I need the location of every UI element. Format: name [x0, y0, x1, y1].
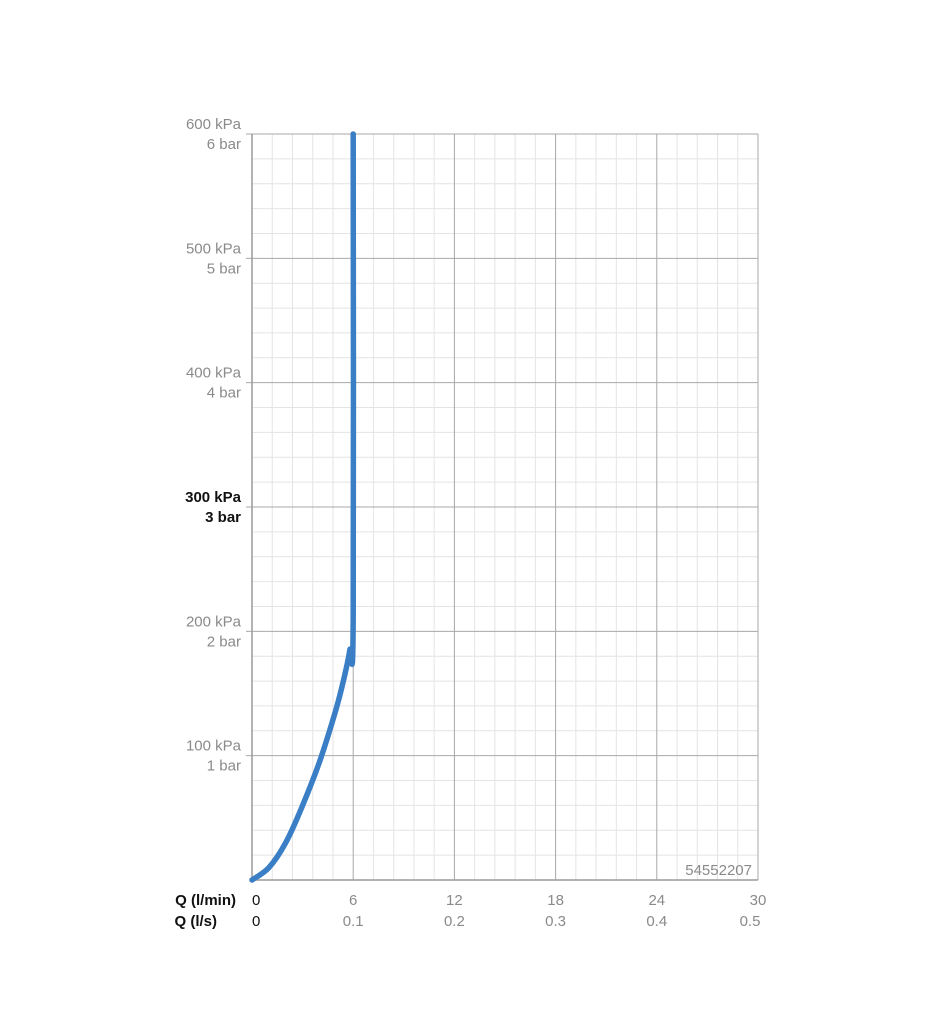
y-tick-label-bar: 3 bar [205, 509, 241, 526]
y-tick-label-kpa: 600 kPa [186, 116, 242, 133]
y-tick-label-bar: 6 bar [207, 136, 241, 153]
x-axis-labels: 0 6 12 18 24 30 0 0.1 0.2 0.3 0.4 0.5 [252, 892, 766, 930]
x-tick-label-ls: 0.4 [646, 913, 667, 930]
x-tick-label-ls: 0 [252, 913, 260, 930]
x-tick-label-lmin: 30 [750, 892, 767, 909]
x-tick-label-lmin: 18 [547, 892, 564, 909]
x-tick-label-ls: 0.3 [545, 913, 566, 930]
x-tick-label-ls: 0.1 [343, 913, 364, 930]
x-axis-title-ls: Q (l/s) [174, 913, 217, 930]
y-tick-label-bar: 2 bar [207, 633, 241, 650]
y-tick-label-kpa: 300 kPa [185, 489, 242, 506]
y-axis-labels: 100 kPa 1 bar 200 kPa 2 bar 300 kPa 3 bar 400 … [185, 116, 242, 775]
y-tick-label-bar: 5 bar [207, 260, 241, 277]
series-layer [249, 131, 357, 883]
x-tick-label-ls: 0.5 [740, 913, 761, 930]
y-tick-label-bar: 4 bar [207, 385, 241, 402]
flow-curve [249, 131, 357, 883]
axes [251, 134, 758, 881]
y-tick-label-kpa: 200 kPa [186, 613, 242, 630]
product-code: 54552207 [685, 862, 752, 879]
x-tick-label-lmin: 12 [446, 892, 463, 909]
x-axis-title-lmin: Q (l/min) [175, 892, 236, 909]
y-tick-label-kpa: 100 kPa [186, 738, 242, 755]
y-tick-label-kpa: 400 kPa [186, 365, 242, 382]
x-tick-label-lmin: 0 [252, 892, 260, 909]
x-tick-label-lmin: 24 [648, 892, 665, 909]
y-tick-label-bar: 1 bar [207, 758, 241, 775]
x-tick-label-lmin: 6 [349, 892, 357, 909]
major-grid [246, 133, 759, 880]
x-tick-label-ls: 0.2 [444, 913, 465, 930]
y-tick-label-kpa: 500 kPa [186, 240, 242, 257]
